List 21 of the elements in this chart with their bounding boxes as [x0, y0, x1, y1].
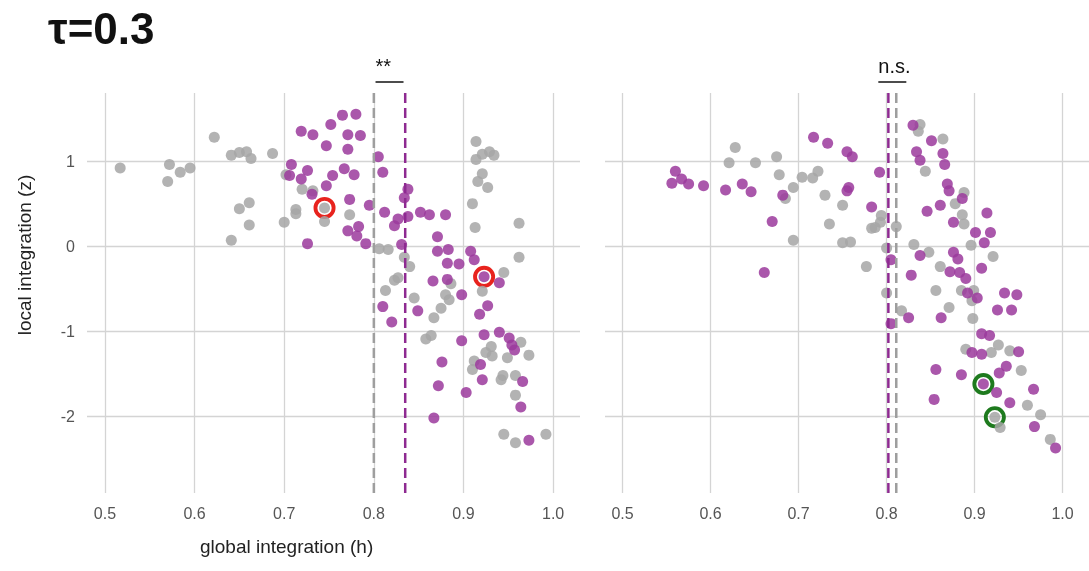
x-tick-label: 0.6 — [183, 504, 206, 522]
x-tick-label: 0.8 — [875, 504, 898, 522]
x-tick-label: 0.9 — [963, 504, 986, 522]
x-tick-label: 0.5 — [93, 504, 117, 522]
x-tick-label: 0.9 — [452, 504, 475, 522]
x-tick-label: 0.6 — [699, 504, 722, 522]
x-tick-label: 1.0 — [541, 504, 565, 522]
y-axis-title: local integration (z) — [13, 174, 35, 336]
x-axis-title: global integration (h) — [200, 536, 374, 557]
x-tick-label: 1.0 — [1051, 504, 1074, 522]
x-tick-label: 0.8 — [362, 504, 386, 522]
y-tick-label: 1 — [66, 152, 76, 170]
text: ** — [375, 55, 392, 77]
chart-title: τ=0.3 — [48, 3, 155, 53]
text: n.s. — [878, 55, 911, 77]
x-tick-label: 0.7 — [273, 504, 296, 522]
y-tick-label: -1 — [60, 322, 76, 340]
x-tick-label: 0.7 — [787, 504, 810, 522]
y-tick-label: -2 — [60, 407, 76, 425]
x-tick-label: 0.5 — [611, 504, 634, 522]
y-tick-label: 0 — [66, 237, 76, 255]
